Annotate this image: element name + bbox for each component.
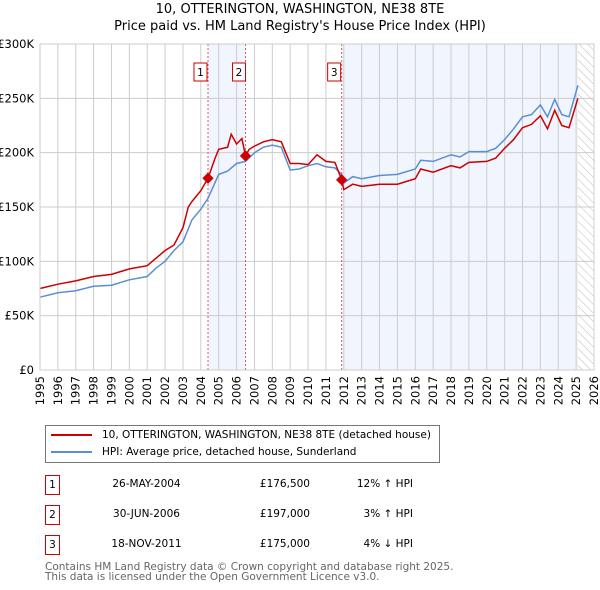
x-tick-label: 2011 (319, 376, 333, 405)
y-tick-label: £50K (5, 309, 35, 323)
x-tick-label: 2021 (498, 376, 512, 405)
x-tick-label: 2000 (122, 376, 136, 405)
x-tick-label: 2013 (355, 376, 369, 405)
sale-hpi: 12% ↑ HPI (356, 478, 413, 490)
legend: 10, OTTERINGTON, WASHINGTON, NE38 8TE (d… (45, 425, 440, 463)
plot-border (39, 43, 595, 371)
chart-title: 10, OTTERINGTON, WASHINGTON, NE38 8TE (155, 2, 445, 17)
sale-row: 3 18-NOV-2011 £175,000 4% ↓ HPI (45, 535, 465, 555)
sale-point (202, 172, 214, 184)
y-tick-label: £0 (19, 363, 34, 377)
x-tick-label: 2006 (230, 376, 244, 405)
sale-label: 2 (236, 67, 243, 79)
x-tick-label: 1999 (104, 376, 118, 405)
x-tick-label: 2012 (337, 376, 351, 405)
x-tick-label: 2023 (533, 376, 547, 405)
x-tick-label: 2008 (265, 376, 279, 405)
x-tick-label: 2003 (176, 376, 190, 405)
x-tick-label: 2014 (373, 376, 387, 405)
x-tick-label: 2019 (462, 376, 476, 405)
plot-area: 1995 1996 1997 1998 1999 2000 2001 2002 2003 2004… (0, 37, 600, 405)
x-tick-label: 2005 (212, 376, 226, 405)
sale-label: 3 (331, 67, 338, 79)
legend-swatch-property (51, 434, 92, 436)
legend-label-hpi: HPI: Average price, detached house, Sund… (102, 446, 357, 458)
sale-hpi: 3% ↑ HPI (363, 508, 413, 520)
x-tick-label: 2010 (301, 376, 315, 405)
x-tick-label: 2026 (587, 376, 600, 405)
sale-point (239, 150, 252, 162)
sale-price: £197,000 (259, 508, 310, 520)
price-line (39, 98, 579, 290)
sale-row: 1 26-MAY-2004 £176,500 12% ↑ HPI (45, 475, 465, 495)
hpi-line (39, 85, 579, 298)
x-tick-label: 1995 (33, 376, 47, 405)
sale-label-box (193, 62, 208, 82)
sale-price: £176,500 (259, 478, 310, 490)
sale-marker: 2 (45, 505, 60, 525)
chart-subtitle: Price paid vs. HM Land Registry's House … (114, 19, 486, 34)
x-tick-label: 2015 (390, 376, 404, 405)
sale-hpi: 4% ↓ HPI (363, 538, 413, 550)
legend-label-property: 10, OTTERINGTON, WASHINGTON, NE38 8TE (d… (102, 429, 431, 441)
sale-row: 2 30-JUN-2006 £197,000 3% ↑ HPI (45, 505, 465, 525)
x-tick-label: 2002 (158, 376, 172, 405)
sale-date: 26-MAY-2004 (112, 478, 181, 490)
y-tick-label: £200K (0, 146, 34, 160)
x-tick-label: 2009 (283, 376, 297, 405)
sale-marker: 1 (45, 475, 60, 495)
x-tick-label: 2020 (480, 376, 494, 405)
x-tick-label: 2016 (408, 376, 422, 405)
legend-swatch-hpi (51, 451, 92, 453)
x-tick-label: 2007 (247, 376, 261, 405)
x-tick-label: 2004 (194, 376, 208, 405)
y-tick-label: £300K (0, 37, 34, 51)
x-tick-label: 1998 (87, 376, 101, 405)
footer-copyright: Contains HM Land Registry data © Crown c… (45, 561, 454, 573)
x-tick-label: 2018 (444, 376, 458, 405)
x-tick-label: 2001 (140, 376, 154, 405)
x-tick-label: 1997 (69, 376, 83, 405)
footer-licence: This data is licensed under the Open Gov… (45, 571, 380, 583)
x-tick-label: 2025 (569, 376, 583, 405)
x-tick-label: 2017 (426, 376, 440, 405)
sale-label: 1 (197, 67, 204, 79)
sale-label-box (232, 62, 247, 82)
sale-point (336, 174, 348, 186)
y-tick-label: £150K (0, 200, 34, 214)
x-tick-label: 2024 (551, 376, 565, 405)
sale-label-box (327, 62, 342, 82)
sale-date: 18-NOV-2011 (111, 538, 182, 550)
sale-price: £175,000 (259, 538, 310, 550)
sale-date: 30-JUN-2006 (113, 508, 180, 520)
x-tick-label: 2022 (516, 376, 530, 405)
sale-marker: 3 (45, 535, 60, 555)
x-tick-label: 1996 (51, 376, 65, 405)
y-tick-label: £100K (0, 254, 34, 268)
y-tick-label: £250K (0, 91, 34, 105)
